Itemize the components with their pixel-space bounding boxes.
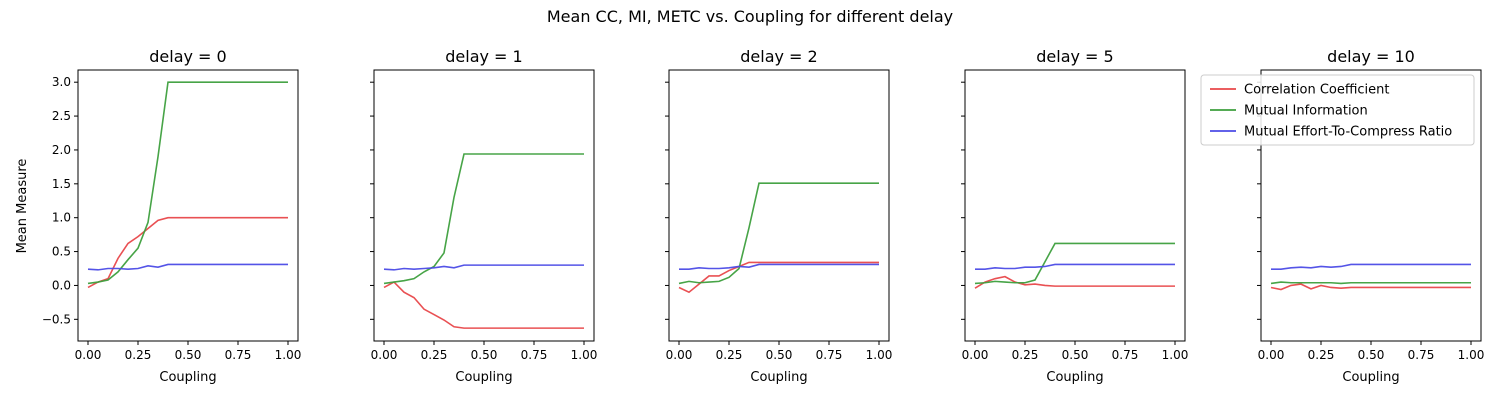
x-tick-label: 0.25 <box>421 348 448 362</box>
series-line-mutual-effort-to-compress-ratio <box>1271 263 1471 270</box>
legend-entry: Mutual Effort-To-Compress Ratio <box>1244 125 1452 140</box>
plot-frame <box>373 69 595 342</box>
x-tick-label: 0.75 <box>521 348 548 362</box>
y-tick-label: 1.0 <box>52 211 71 225</box>
series-line-correlation-coefficient <box>1270 283 1471 291</box>
y-axis-label: Mean Measure <box>15 159 30 254</box>
series-line-mutual-effort-to-compress-ratio <box>383 264 584 271</box>
x-tick-label: 1.00 <box>275 348 302 362</box>
x-tick-label: 1.00 <box>866 348 893 362</box>
legend-box <box>1200 74 1475 146</box>
x-axis-label: Coupling <box>750 370 807 385</box>
x-tick-label: 0.75 <box>816 348 843 362</box>
x-tick-label: 0.00 <box>666 348 693 362</box>
y-tick-label: 2.0 <box>52 143 71 157</box>
x-tick-label: 0.00 <box>371 348 398 362</box>
x-tick-label: 0.50 <box>1358 348 1385 362</box>
series-line-mutual-information <box>1270 281 1471 285</box>
figure-title: Mean CC, MI, METC vs. Coupling for diffe… <box>547 7 953 26</box>
x-tick-label: 0.75 <box>1408 348 1435 362</box>
y-tick-label: 2.5 <box>52 109 71 123</box>
legend-entry: Mutual Information <box>1244 104 1368 119</box>
x-axis-label: Coupling <box>455 370 512 385</box>
x-axis-label: Coupling <box>1046 370 1103 385</box>
x-tick-label: 1.00 <box>1458 348 1485 362</box>
x-tick-label: 0.50 <box>766 348 793 362</box>
legend-entry: Correlation Coefficient <box>1244 83 1390 98</box>
x-tick-label: 0.50 <box>1062 348 1089 362</box>
subplot-panels: delay = 0 0.00 0.25 0.50 0.75 1.00 Coupling −0.… <box>42 47 1485 385</box>
series-line-mutual-effort-to-compress-ratio <box>975 263 1175 270</box>
subplot-2: delay = 2 0.00 0.25 0.50 0.75 1.00 Coupling <box>665 47 892 385</box>
subplot-3: delay = 5 0.00 0.25 0.50 0.75 1.00 Coupling <box>961 47 1188 385</box>
series-line-mutual-information <box>87 81 288 285</box>
series-line-correlation-coefficient <box>87 216 288 289</box>
subplot-4: delay = 10 0.00 0.25 0.50 0.75 1.00 Coupling <box>1257 47 1484 385</box>
y-tick-label: 0.0 <box>52 278 71 292</box>
x-tick-label: 0.75 <box>1112 348 1139 362</box>
subplot-title: delay = 2 <box>740 47 817 66</box>
series-line-mutual-effort-to-compress-ratio <box>679 263 879 270</box>
subplot-1: delay = 1 0.00 0.25 0.50 0.75 1.00 Coupling <box>370 47 597 385</box>
y-tick-label: −0.5 <box>42 312 71 326</box>
x-tick-label: 1.00 <box>1162 348 1189 362</box>
subplot-title: delay = 1 <box>445 47 522 66</box>
series-line-mutual-information <box>974 242 1175 285</box>
series-line-mutual-information <box>678 182 879 285</box>
x-tick-label: 0.25 <box>716 348 743 362</box>
plot-frame <box>77 69 299 342</box>
x-tick-label: 0.00 <box>1258 348 1285 362</box>
series-line-mutual-information <box>383 153 584 285</box>
subplot-title: delay = 5 <box>1036 47 1113 66</box>
x-tick-label: 0.50 <box>175 348 202 362</box>
x-axis-label: Coupling <box>1342 370 1399 385</box>
x-tick-label: 0.25 <box>1308 348 1335 362</box>
series-line-correlation-coefficient <box>383 281 584 329</box>
x-tick-label: 1.00 <box>571 348 598 362</box>
x-tick-label: 0.75 <box>225 348 252 362</box>
y-tick-label: 3.0 <box>52 75 71 89</box>
legend: Correlation Coefficient Mutual Informatio… <box>1200 74 1475 146</box>
y-tick-label: 0.5 <box>52 245 71 259</box>
plot-frame <box>964 69 1186 342</box>
x-axis-label: Coupling <box>159 370 216 385</box>
plot-frame <box>668 69 890 342</box>
x-tick-label: 0.25 <box>125 348 152 362</box>
y-tick-label: 1.5 <box>52 177 71 191</box>
series-line-correlation-coefficient <box>974 275 1175 289</box>
x-tick-label: 0.00 <box>75 348 102 362</box>
x-tick-label: 0.50 <box>471 348 498 362</box>
x-tick-label: 0.25 <box>1012 348 1039 362</box>
x-tick-label: 0.00 <box>962 348 989 362</box>
subplot-title: delay = 10 <box>1327 47 1415 66</box>
series-line-mutual-effort-to-compress-ratio <box>87 263 288 271</box>
subplot-title: delay = 0 <box>149 47 226 66</box>
series-line-correlation-coefficient <box>678 261 879 294</box>
subplot-0: delay = 0 0.00 0.25 0.50 0.75 1.00 Coupling −0.… <box>42 47 302 385</box>
